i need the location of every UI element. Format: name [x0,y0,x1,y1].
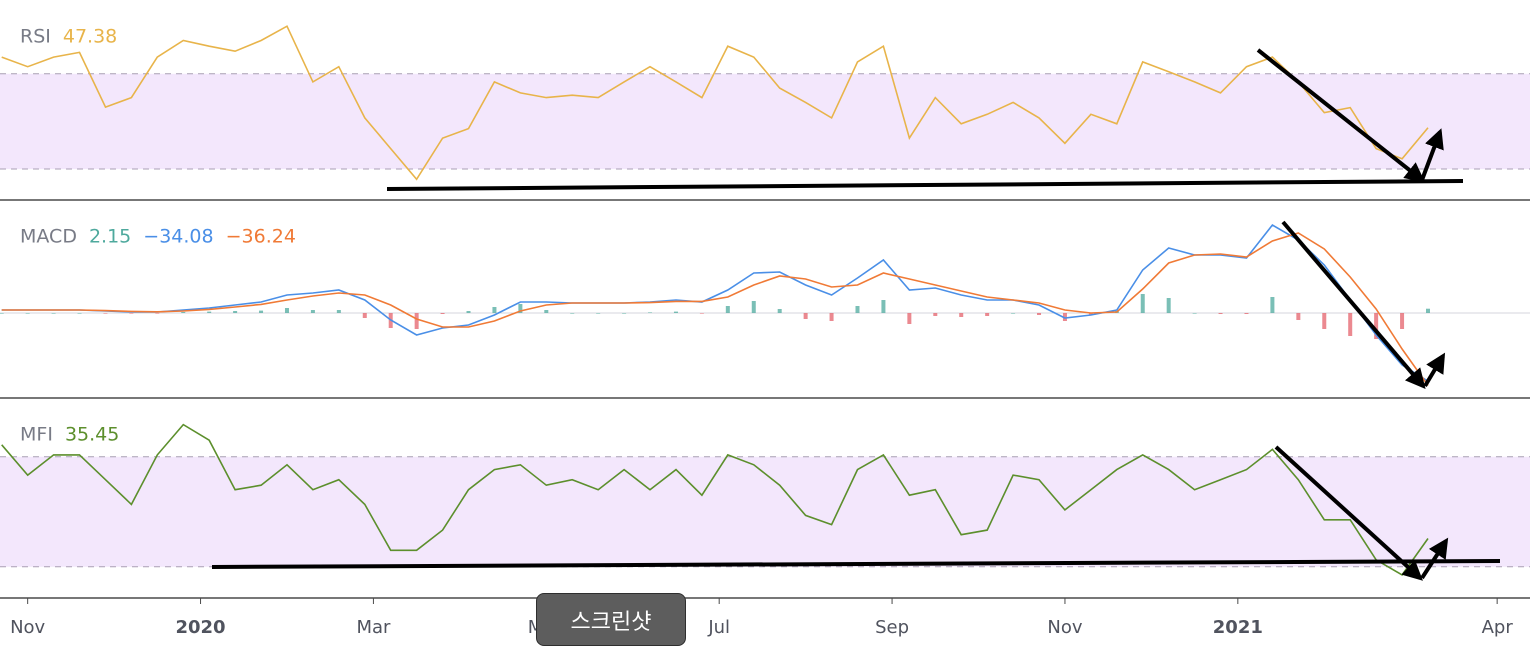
x-tick-label: Jul [707,617,730,638]
indicator-value: 2.15 [89,226,131,248]
histogram-bar [259,310,264,313]
trend-arrow [1281,220,1426,390]
histogram-bar [466,311,471,313]
histogram-bar [1192,313,1197,314]
histogram-bar [570,313,575,314]
x-tick-label: 2021 [1213,617,1263,638]
histogram-bar [1011,313,1016,314]
histogram-bar [155,313,160,314]
histogram-bar [181,312,186,313]
trend-arrow [1423,352,1446,388]
histogram-bar [1088,313,1093,315]
indicator-line [1,423,1429,576]
tooltip: 스크린샷 [536,593,686,646]
histogram-bar [25,313,30,314]
indicator-title: RSI [20,26,51,48]
histogram-bar [362,313,367,318]
band [0,456,1530,567]
histogram-bar [207,311,212,313]
histogram-bar [1296,313,1301,320]
histogram-bar [51,313,56,314]
histogram-bar [855,306,860,313]
histogram-bar [1166,298,1171,313]
histogram-bar [751,301,756,313]
trend-line [386,179,1464,191]
histogram-bar [1348,313,1353,336]
histogram-bar [648,312,653,313]
histogram-bar [492,307,497,313]
indicator-title: MFI [20,424,53,446]
histogram-bar [699,313,704,314]
indicator-line [1,232,1429,386]
trend-arrow [1420,537,1449,580]
drawn-annotations [211,48,1501,581]
histogram-bar [414,313,419,329]
trend-arrow [1274,445,1423,581]
histogram-bar [77,313,82,314]
histogram-bar [725,306,730,313]
histogram-bar [103,313,108,314]
histogram-bar [1322,313,1327,329]
histogram-bar [1426,308,1430,313]
x-tick-label: Nov [1047,617,1082,638]
histogram-bar [1218,313,1223,314]
indicator-value: −36.24 [226,226,296,248]
x-tick-label: Apr [1482,617,1514,638]
trend-arrow [1420,128,1444,181]
histogram-bar [544,310,549,313]
indicator-line [1,25,1429,181]
histogram-bar [518,304,523,313]
histogram-bar [1270,297,1275,313]
indicator-value: −34.08 [143,226,213,248]
histogram-bar [881,300,886,313]
indicator-value: 35.45 [65,424,119,446]
histogram-bar [673,311,678,313]
histogram-bar [596,313,601,314]
x-tick-label: Nov [10,617,45,638]
histogram-bar [310,310,315,313]
trend-arrow [1256,48,1426,183]
histogram-bar [959,313,964,317]
indicator-title: MACD [20,226,77,248]
histogram-bar [440,313,445,314]
x-tick-label: Sep [875,617,909,638]
histogram-bar [907,313,912,324]
x-tick-label: Mar [356,617,391,638]
histogram-bar [829,313,834,321]
indicator-line [1,223,1429,382]
histogram-bar [0,313,4,314]
trend-line [211,559,1501,569]
histogram-bar [777,309,782,313]
histogram-bar [1037,313,1042,315]
indicator-value: 47.38 [63,26,117,48]
histogram-bar [129,313,134,314]
histogram-bar [1140,294,1145,313]
histogram-bar [933,313,938,316]
histogram-bar [284,308,289,313]
histogram-bar [803,313,808,319]
band [0,73,1530,170]
histogram-bar [1374,313,1379,339]
histogram-bar [985,313,990,316]
histogram-bar [1062,313,1067,321]
histogram-bar [1244,313,1249,314]
x-tick-label: 2020 [175,617,225,638]
histogram-bar [336,310,341,313]
histogram-bar [622,313,627,314]
histogram-bar [1400,313,1405,329]
histogram-bar [233,311,238,313]
